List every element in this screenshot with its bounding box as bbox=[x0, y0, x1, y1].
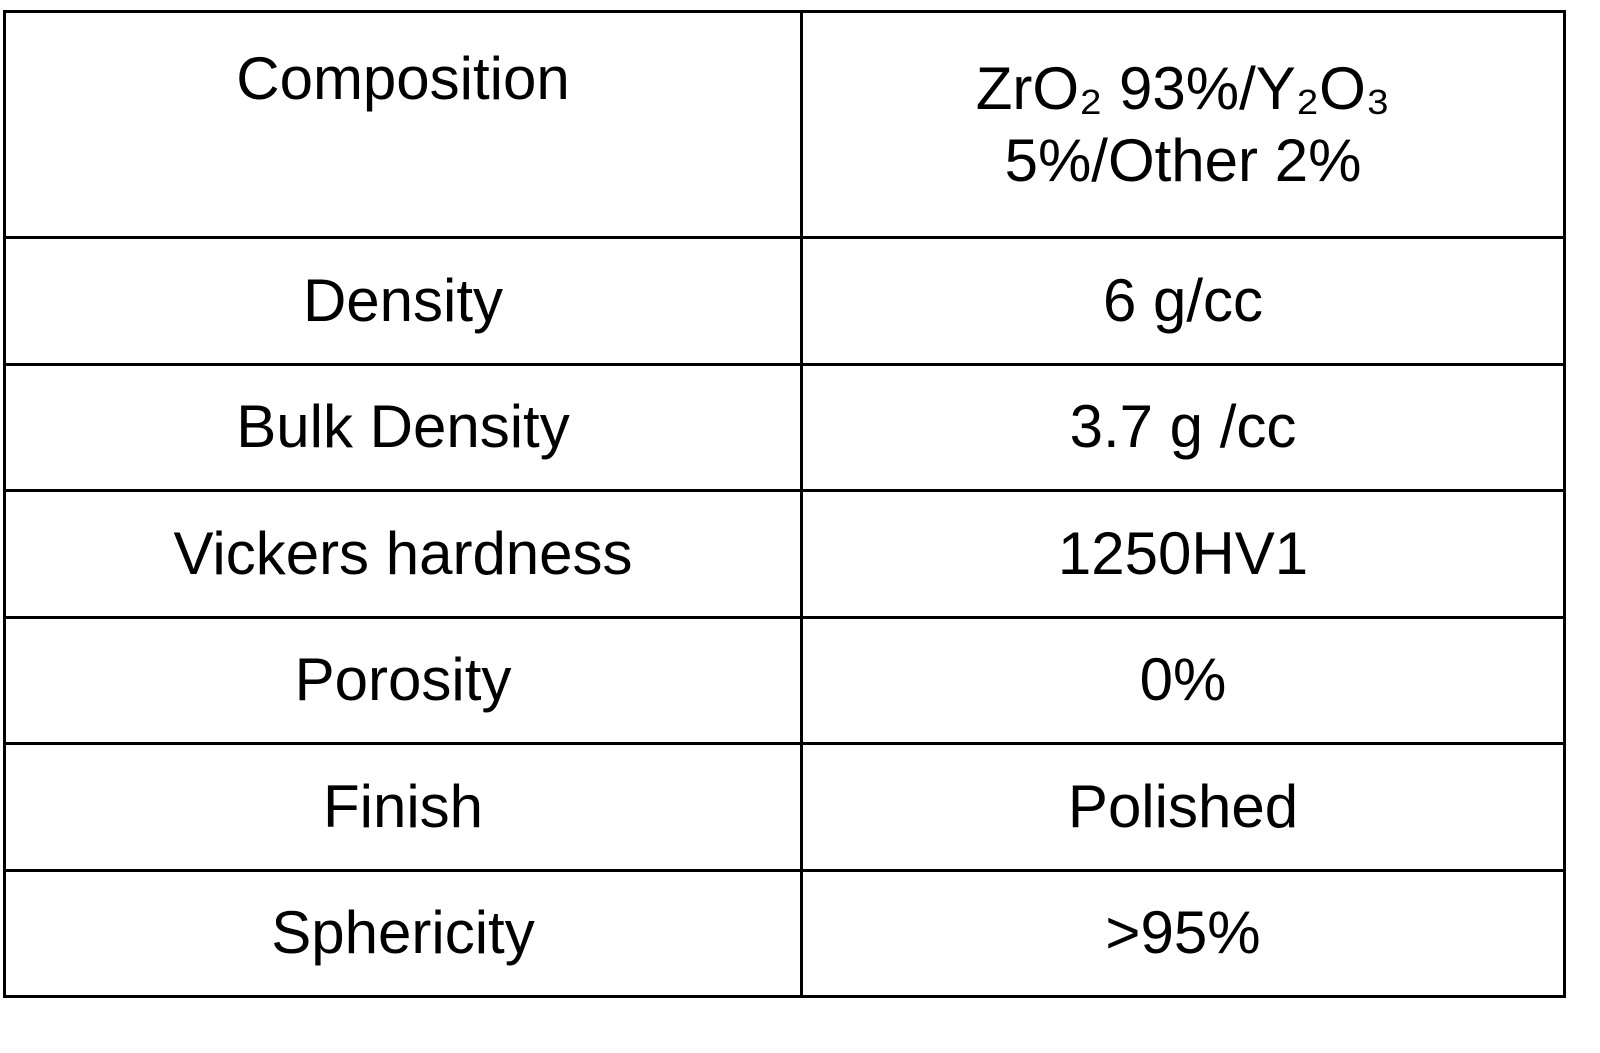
value-cell: Polished bbox=[800, 742, 1566, 872]
property-name: Sphericity bbox=[271, 899, 535, 967]
property-value: >95% bbox=[1105, 899, 1261, 967]
value-cell: 3.7 g /cc bbox=[800, 362, 1566, 492]
property-value: 6 g/cc bbox=[1102, 266, 1264, 334]
table-row: Vickers hardness 1250HV1 bbox=[3, 489, 1566, 619]
properties-table: Composition ZrO₂ 93%/Y₂O₃ 5%/Other 2% Dens… bbox=[3, 10, 1566, 998]
table-row: Sphericity >95% bbox=[3, 868, 1566, 998]
property-cell: Porosity bbox=[3, 615, 803, 745]
value-cell: >95% bbox=[800, 868, 1566, 998]
property-value: Polished bbox=[1067, 772, 1299, 840]
property-name: Composition bbox=[236, 45, 570, 112]
value-cell: 6 g/cc bbox=[800, 236, 1566, 366]
value-cell: 0% bbox=[800, 615, 1566, 745]
property-cell: Sphericity bbox=[3, 868, 803, 998]
property-name: Finish bbox=[322, 772, 484, 840]
property-value: ZrO₂ 93%/Y₂O₃ 5%/Other 2% bbox=[975, 54, 1391, 194]
property-value: 1250HV1 bbox=[1057, 519, 1309, 587]
property-value: 3.7 g /cc bbox=[1069, 393, 1297, 461]
property-name: Density bbox=[302, 266, 504, 334]
table-row: Bulk Density 3.7 g /cc bbox=[3, 362, 1566, 492]
value-cell: ZrO₂ 93%/Y₂O₃ 5%/Other 2% bbox=[800, 10, 1566, 239]
table-row: Composition ZrO₂ 93%/Y₂O₃ 5%/Other 2% bbox=[3, 10, 1566, 239]
table-row: Finish Polished bbox=[3, 742, 1566, 872]
property-name: Bulk Density bbox=[236, 393, 570, 461]
value-cell: 1250HV1 bbox=[800, 489, 1566, 619]
table-row: Density 6 g/cc bbox=[3, 236, 1566, 366]
property-cell: Vickers hardness bbox=[3, 489, 803, 619]
property-cell: Bulk Density bbox=[3, 362, 803, 492]
table-body: Composition ZrO₂ 93%/Y₂O₃ 5%/Other 2% Dens… bbox=[3, 10, 1566, 998]
property-value: 0% bbox=[1139, 646, 1227, 714]
property-name: Vickers hardness bbox=[173, 519, 633, 587]
property-cell: Composition bbox=[3, 10, 803, 239]
property-name: Porosity bbox=[294, 646, 512, 714]
property-cell: Density bbox=[3, 236, 803, 366]
table-row: Porosity 0% bbox=[3, 615, 1566, 745]
property-cell: Finish bbox=[3, 742, 803, 872]
